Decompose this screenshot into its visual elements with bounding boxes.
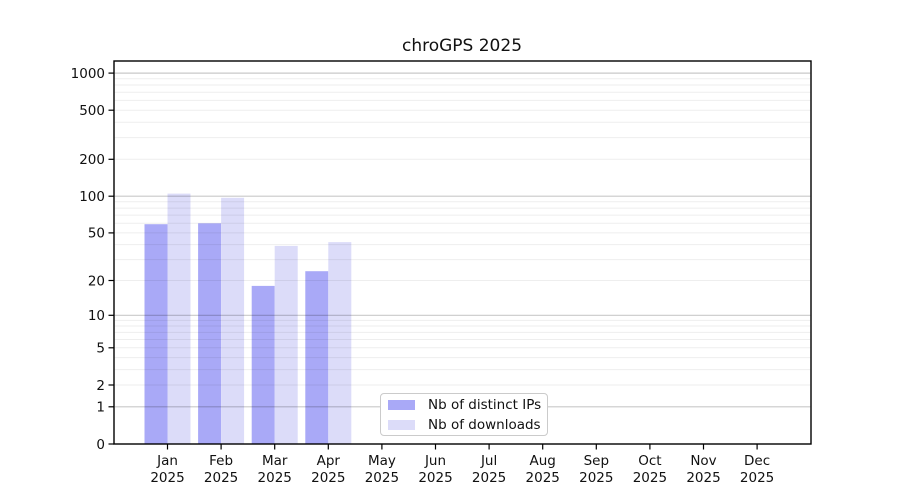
x-tick-label-year: 2025: [258, 470, 292, 486]
x-tick-label-month: Nov: [690, 453, 716, 469]
bar: [305, 271, 329, 444]
legend-label-downloads: Nb of downloads: [428, 416, 541, 433]
bar: [221, 197, 245, 444]
legend-label-distinct-ips: Nb of distinct IPs: [428, 396, 542, 413]
bar: [328, 242, 352, 444]
x-tick-label-month: Mar: [262, 453, 288, 469]
bar: [167, 193, 191, 444]
y-tick-label: 1: [96, 400, 105, 416]
y-tick-label: 200: [79, 152, 105, 168]
y-tick-label: 1000: [71, 66, 105, 82]
x-tick-label-year: 2025: [311, 470, 345, 486]
y-tick-label: 50: [88, 226, 105, 242]
legend-item: Nb of distinct IPs: [381, 396, 547, 413]
x-tick-label-year: 2025: [579, 470, 613, 486]
y-tick-label: 2: [96, 378, 105, 394]
x-tick-label-year: 2025: [526, 470, 560, 486]
x-tick-label-year: 2025: [150, 470, 184, 486]
bar: [274, 245, 298, 444]
y-tick-label: 20: [88, 273, 105, 289]
y-tick-label: 500: [79, 103, 105, 119]
legend-swatch-downloads: [388, 419, 415, 430]
x-tick-label-year: 2025: [204, 470, 238, 486]
x-tick-label-month: May: [368, 453, 396, 469]
legend-swatch-distinct-ips: [388, 399, 415, 410]
x-tick-label-month: Jun: [424, 453, 446, 469]
bar: [251, 285, 275, 444]
y-tick-label: 5: [96, 341, 105, 357]
x-tick-label-month: Jul: [480, 453, 497, 469]
x-tick-label-month: Feb: [209, 453, 233, 469]
legend-item: Nb of downloads: [381, 416, 547, 433]
x-tick-label-year: 2025: [633, 470, 667, 486]
y-tick-label: 100: [79, 189, 105, 205]
x-tick-label-month: Sep: [584, 453, 609, 469]
bar: [144, 224, 168, 444]
x-tick-label-month: Aug: [530, 453, 556, 469]
y-tick-label: 0: [96, 437, 105, 453]
axes-group: 01251020501002005001000Jan2025Feb2025Mar…: [71, 60, 812, 486]
x-tick-label-month: Jan: [156, 453, 178, 469]
x-tick-label-year: 2025: [740, 470, 774, 486]
plot-frame: [113, 60, 812, 445]
x-tick-label-month: Oct: [638, 453, 661, 469]
x-tick-label-year: 2025: [365, 470, 399, 486]
x-tick-label-month: Apr: [317, 453, 341, 469]
gridlines-group: [114, 72, 811, 408]
x-tick-label-year: 2025: [686, 470, 720, 486]
x-tick-label-month: Dec: [744, 453, 770, 469]
chart-title: chroGPS 2025: [402, 36, 522, 56]
y-tick-label: 10: [88, 308, 105, 324]
bars-group: [144, 193, 352, 444]
bar: [198, 223, 222, 444]
legend: Nb of distinct IPs Nb of downloads: [380, 393, 548, 436]
x-tick-label-year: 2025: [472, 470, 506, 486]
x-tick-label-year: 2025: [418, 470, 452, 486]
